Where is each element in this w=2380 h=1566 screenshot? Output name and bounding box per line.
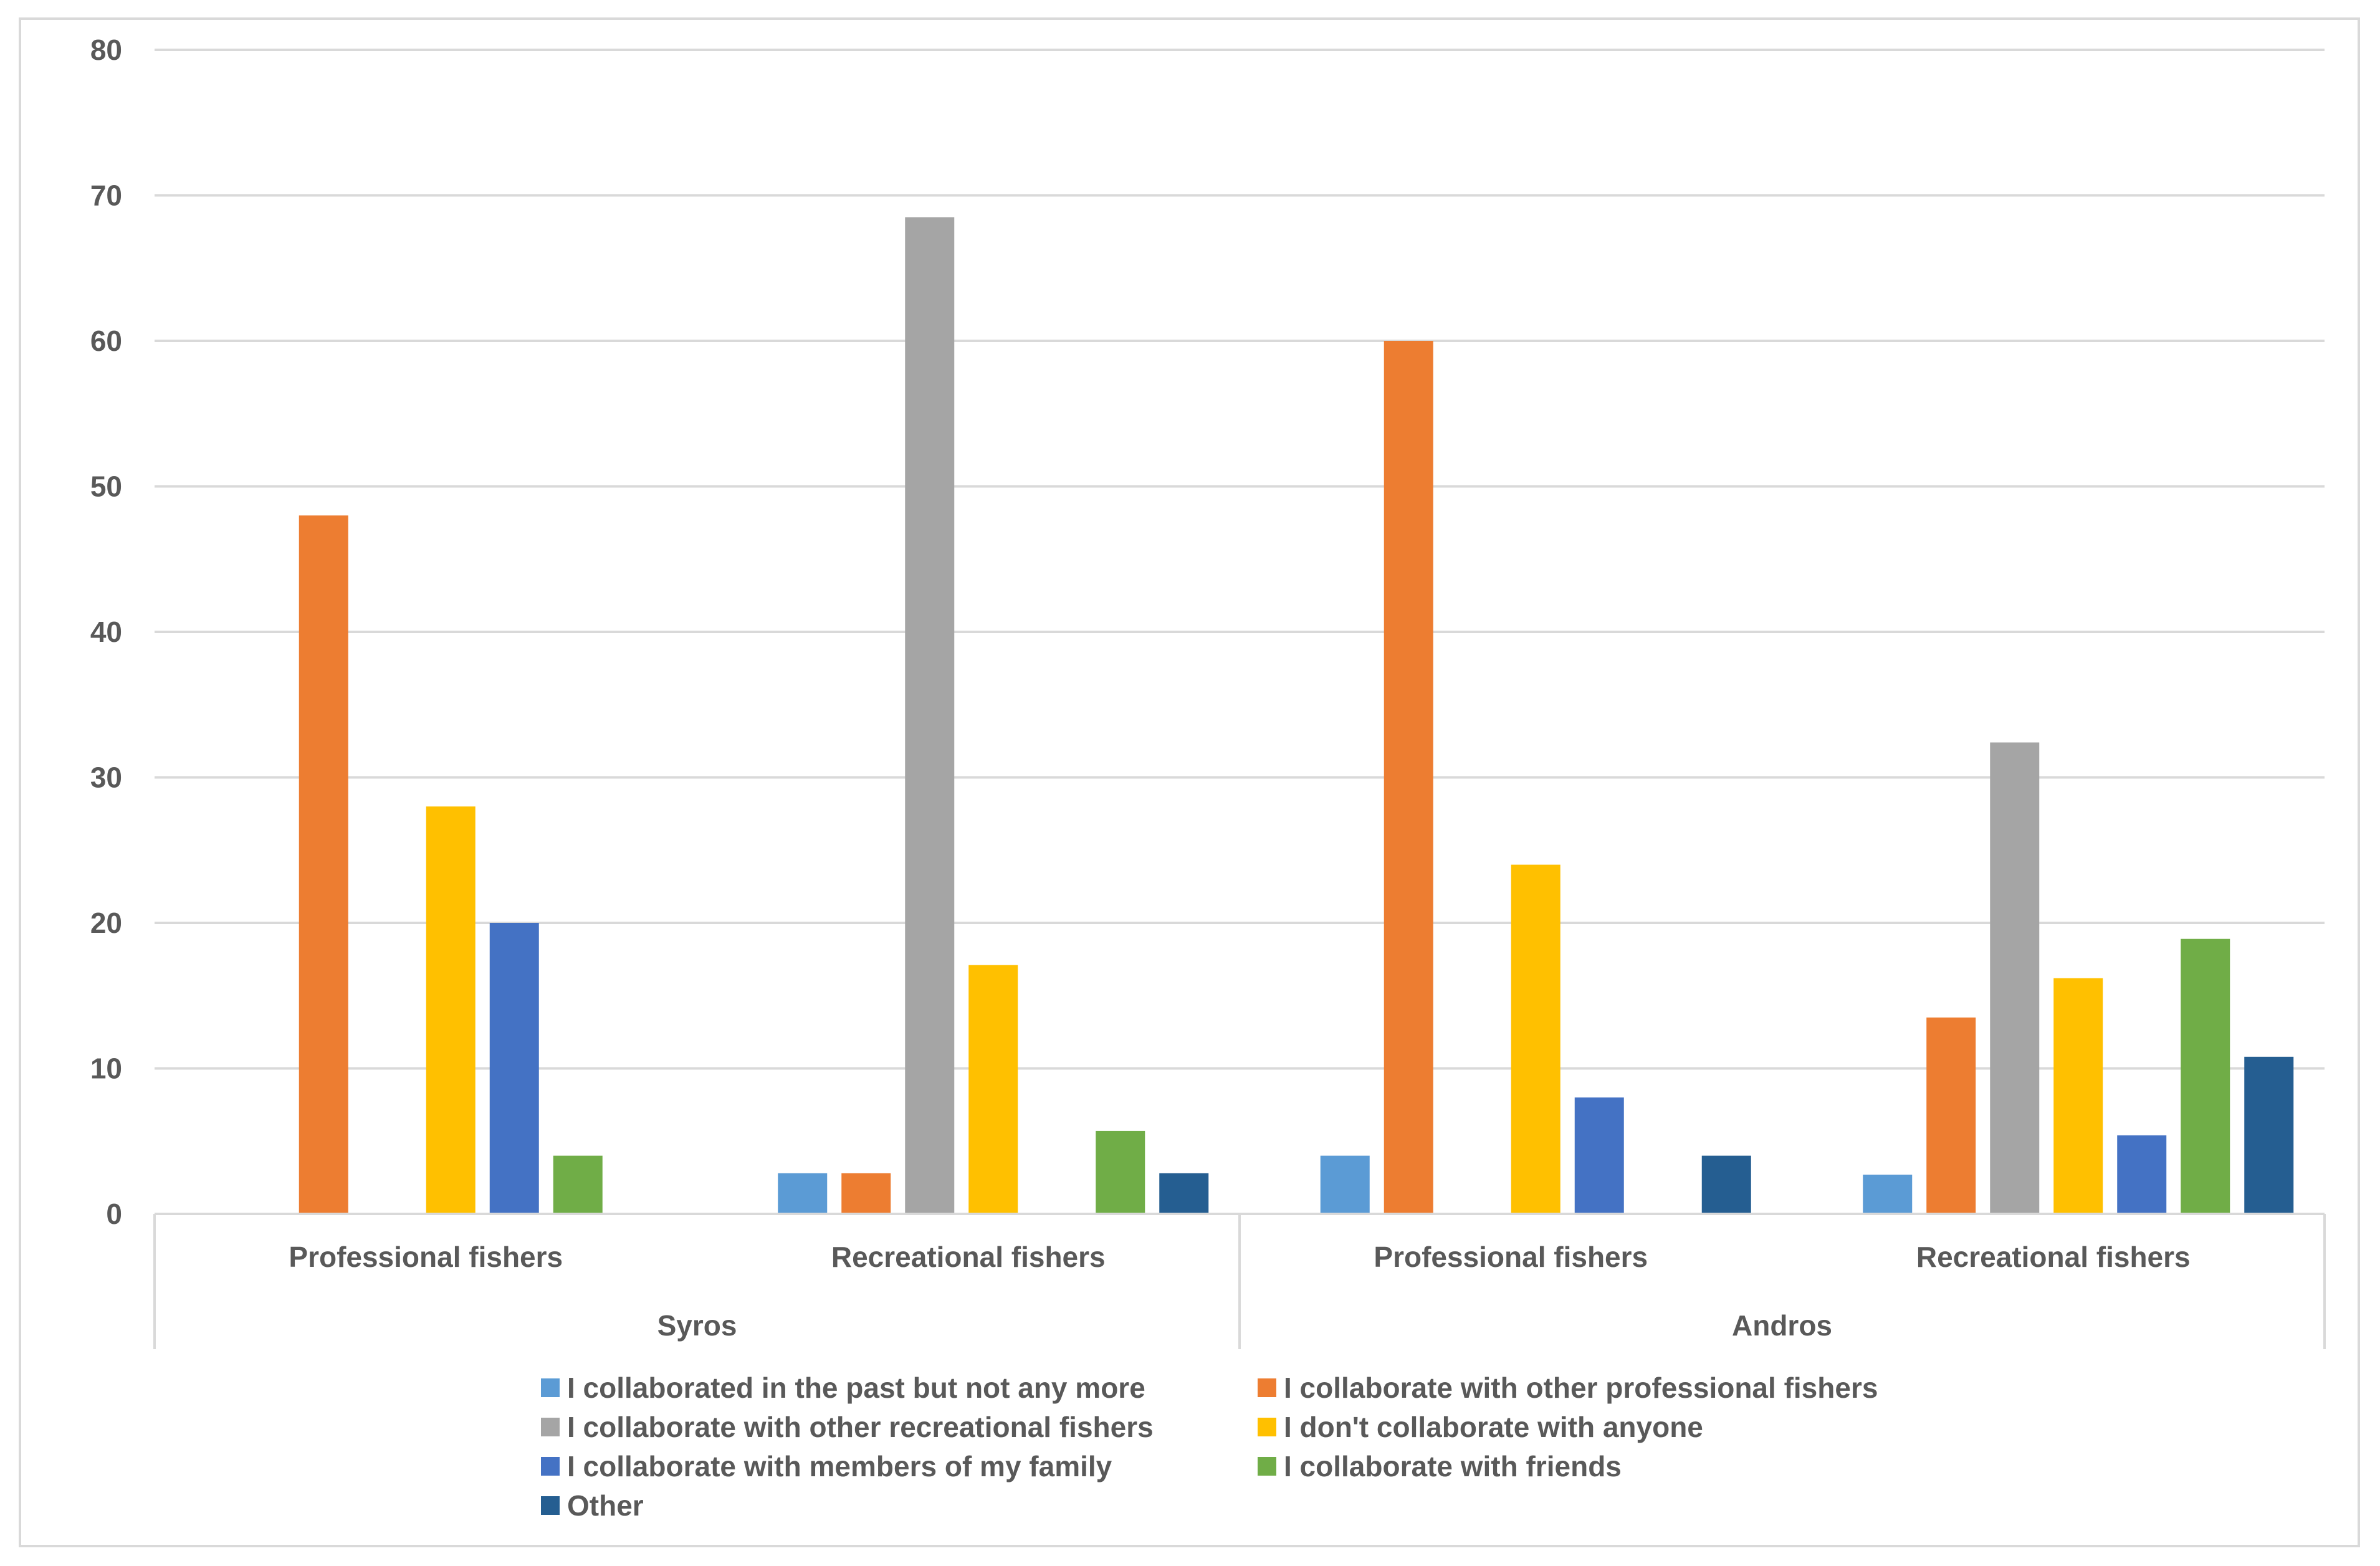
y-tick-label: 10: [90, 1053, 122, 1085]
bar: [1990, 742, 2040, 1214]
legend-row: I collaborate with members of my family I…: [541, 1446, 1974, 1486]
bar: [2181, 938, 2230, 1214]
legend-item: I collaborated in the past but not any m…: [541, 1371, 1258, 1405]
bar: [1384, 341, 1433, 1214]
chart-frame: [19, 17, 2360, 1547]
y-tick-label: 80: [90, 34, 122, 66]
legend-label: I collaborate with friends: [1284, 1449, 1622, 1482]
bar: [1574, 1097, 1624, 1214]
y-tick-label: 60: [90, 325, 122, 357]
y-tick-label: 70: [90, 179, 122, 212]
legend-item: Other: [541, 1489, 1273, 1522]
legend-row: Other: [541, 1486, 1974, 1525]
legend-row: I collaborate with other recreational fi…: [541, 1407, 1974, 1446]
legend-swatch: [1258, 1378, 1276, 1397]
legend: I collaborated in the past but not any m…: [541, 1368, 1974, 1525]
bar: [2053, 978, 2103, 1214]
legend-swatch: [541, 1456, 560, 1476]
legend-swatch: [541, 1496, 560, 1515]
bar: [2244, 1056, 2294, 1214]
bar: [778, 1173, 828, 1214]
legend-label: I collaborated in the past but not any m…: [567, 1371, 1145, 1404]
legend-swatch: [1258, 1456, 1276, 1476]
bar: [905, 217, 955, 1214]
y-tick-label: 50: [90, 470, 122, 503]
bar: [299, 515, 348, 1215]
legend-swatch: [1258, 1417, 1276, 1436]
x-axis: Professional fishers Recreational fishers…: [153, 1213, 2326, 1349]
bar: [553, 1155, 603, 1214]
legend-label: I don't collaborate with anyone: [1284, 1410, 1703, 1443]
y-tick-label: 40: [90, 616, 122, 648]
bar: [1701, 1155, 1751, 1214]
legend-row: I collaborated in the past but not any m…: [541, 1368, 1974, 1407]
legend-label: Other: [567, 1489, 644, 1522]
bar: [489, 923, 539, 1214]
legend-item: I collaborate with friends: [1258, 1449, 1974, 1483]
bar: [1511, 864, 1560, 1214]
y-axis-tick-labels: 0 10 20 30 40 50 60 70 80: [90, 34, 122, 1230]
bars: [299, 217, 2294, 1215]
bar: [1159, 1173, 1209, 1214]
x-tick-label: Recreational fishers: [831, 1241, 1106, 1273]
bar: [968, 965, 1018, 1214]
legend-item: I collaborate with other professional fi…: [1258, 1371, 1974, 1405]
bar: [2117, 1135, 2167, 1214]
x-tick-label: Professional fishers: [289, 1241, 563, 1273]
bar: [426, 806, 476, 1214]
bar: [1096, 1130, 1145, 1214]
x-tick-label: Recreational fishers: [1916, 1241, 2191, 1273]
x-tick-label: Professional fishers: [1374, 1241, 1648, 1273]
legend-swatch: [541, 1417, 560, 1436]
legend-item: I collaborate with other recreational fi…: [541, 1410, 1258, 1444]
bar: [1926, 1017, 1976, 1214]
bar: [1863, 1174, 1913, 1214]
legend-label: I collaborate with other professional fi…: [1284, 1371, 1878, 1404]
y-tick-label: 0: [106, 1198, 122, 1230]
x-group-label: Andros: [1732, 1309, 1832, 1342]
legend-label: I collaborate with members of my family: [567, 1449, 1112, 1482]
legend-item: I don't collaborate with anyone: [1258, 1410, 1974, 1444]
x-group-label: Syros: [657, 1309, 737, 1342]
y-tick-label: 20: [90, 907, 122, 939]
y-tick-label: 30: [90, 762, 122, 794]
legend-label: I collaborate with other recreational fi…: [567, 1410, 1154, 1443]
legend-item: I collaborate with members of my family: [541, 1449, 1258, 1483]
bar: [1320, 1155, 1370, 1214]
legend-swatch: [541, 1378, 560, 1397]
bar: [841, 1173, 891, 1214]
